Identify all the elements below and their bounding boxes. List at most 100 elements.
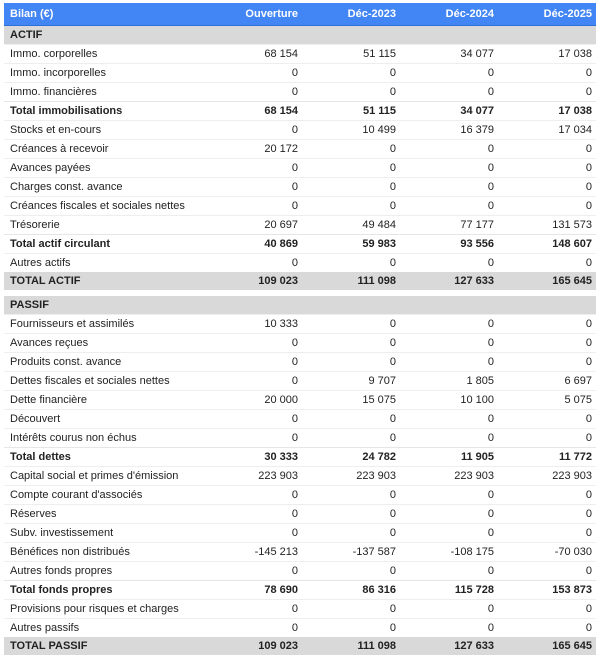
cell-value: 109 023 [204,271,302,290]
cell-value: 223 903 [204,465,302,486]
cell-value: 0 [302,62,400,82]
cell-value: 223 903 [302,465,400,486]
cell-value: 10 499 [302,119,400,139]
cell-value: -145 213 [204,541,302,562]
cell-value: 0 [400,195,498,215]
cell-value: 0 [498,560,596,581]
cell-value: 51 115 [302,100,400,120]
cell-value: 0 [498,252,596,272]
cell-value: 16 379 [400,119,498,139]
section-label: PASSIF [4,295,596,315]
cell-value: 0 [302,503,400,524]
row-label: TOTAL PASSIF [4,636,204,655]
cell-value: 0 [204,81,302,101]
row-label: Capital social et primes d'émission [4,465,204,486]
row-label: Subv. investissement [4,522,204,543]
cell-value: 0 [204,522,302,543]
cell-value: -108 175 [400,541,498,562]
row-label: Total dettes [4,446,204,467]
cell-value: 0 [400,560,498,581]
cell-value: 0 [204,560,302,581]
cell-value: 0 [498,351,596,372]
row-label: Avances payées [4,157,204,177]
row-label: Bénéfices non distribués [4,541,204,562]
cell-value: 0 [400,252,498,272]
table-row: Trésorerie 20 697 49 484 77 177 131 573 [4,214,596,234]
grand-total-row: TOTAL ACTIF 109 023 111 098 127 633 165 645 [4,271,596,290]
cell-value: 17 038 [498,43,596,63]
cell-value: 0 [400,484,498,505]
cell-value: 5 075 [498,389,596,410]
cell-value: 0 [204,484,302,505]
cell-value: 0 [204,598,302,619]
cell-value: 0 [400,62,498,82]
row-label: Autres actifs [4,252,204,272]
table-row: Créances à recevoir 20 172 0 0 0 [4,138,596,158]
cell-value: 0 [498,157,596,177]
cell-value: 0 [400,617,498,637]
cell-value: 0 [498,138,596,158]
cell-value: 127 633 [400,636,498,655]
table-row: Provisions pour risques et charges 0 0 0 0 [4,598,596,619]
column-header-dec-2025: Déc-2025 [498,3,596,26]
cell-value: 111 098 [302,636,400,655]
subtotal-row: Total actif circulant 40 869 59 983 93 556 1… [4,233,596,253]
cell-value: -137 587 [302,541,400,562]
cell-value: 0 [204,351,302,372]
cell-value: 0 [302,408,400,429]
cell-value: 111 098 [302,271,400,290]
cell-value: 49 484 [302,214,400,234]
row-label: Autres passifs [4,617,204,637]
cell-value: 0 [400,427,498,448]
cell-value: 51 115 [302,43,400,63]
cell-value: 0 [204,408,302,429]
cell-value: 9 707 [302,370,400,391]
cell-value: 15 075 [302,389,400,410]
cell-value: 0 [302,598,400,619]
row-label: Charges const. avance [4,176,204,196]
cell-value: 59 983 [302,233,400,253]
header-row: Bilan (€) Ouverture Déc-2023 Déc-2024 Dé… [4,3,596,26]
cell-value: 0 [204,370,302,391]
cell-value: 0 [400,351,498,372]
row-label: Total fonds propres [4,579,204,600]
cell-value: 0 [498,81,596,101]
cell-value: 165 645 [498,636,596,655]
section-label: ACTIF [4,25,596,44]
cell-value: 17 038 [498,100,596,120]
cell-value: 0 [498,522,596,543]
row-label: Fournisseurs et assimilés [4,313,204,334]
cell-value: 0 [302,252,400,272]
cell-value: 0 [302,427,400,448]
cell-value: 148 607 [498,233,596,253]
row-label: Immo. corporelles [4,43,204,63]
table-row: Avances payées 0 0 0 0 [4,157,596,177]
balance-sheet-table: Bilan (€) Ouverture Déc-2023 Déc-2024 Dé… [4,3,596,655]
table-row: Intérêts courus non échus 0 0 0 0 [4,427,596,448]
cell-value: 0 [400,598,498,619]
row-label: Total actif circulant [4,233,204,253]
cell-value: 0 [302,157,400,177]
cell-value: 223 903 [400,465,498,486]
cell-value: 223 903 [498,465,596,486]
cell-value: 0 [400,138,498,158]
cell-value: 68 154 [204,100,302,120]
cell-value: 0 [400,313,498,334]
cell-value: 165 645 [498,271,596,290]
table-row: Immo. corporelles 68 154 51 115 34 077 17 03… [4,43,596,63]
cell-value: 0 [204,427,302,448]
cell-value: 77 177 [400,214,498,234]
table-row: Créances fiscales et sociales nettes 0 0 0 0 [4,195,596,215]
row-label: Immo. financières [4,81,204,101]
cell-value: 24 782 [302,446,400,467]
row-label: Compte courant d'associés [4,484,204,505]
cell-value: 0 [302,351,400,372]
passif-section: PASSIF Fournisseurs et assimilés 10 333 0 0… [4,295,596,655]
cell-value: 20 172 [204,138,302,158]
cell-value: 0 [498,195,596,215]
cell-value: 0 [204,176,302,196]
cell-value: 10 333 [204,313,302,334]
cell-value: 0 [498,313,596,334]
table-row: Stocks et en-cours 0 10 499 16 379 17 034 [4,119,596,139]
cell-value: 11 772 [498,446,596,467]
